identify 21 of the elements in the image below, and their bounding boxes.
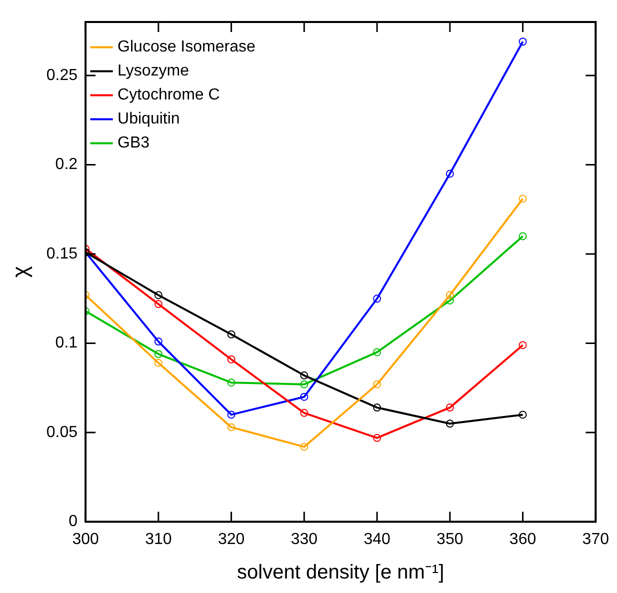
legend-label: Lysozyme <box>118 62 190 80</box>
x-tick-label: 370 <box>582 530 610 548</box>
legend-label: Cytochrome C <box>118 86 220 104</box>
y-tick-label: 0.25 <box>46 66 78 84</box>
legend-label: Glucose Isomerase <box>118 38 256 56</box>
y-axis-title: χ <box>7 266 32 278</box>
legend-label: Ubiquitin <box>118 110 180 128</box>
x-tick-label: 350 <box>436 530 464 548</box>
y-tick-label: 0.15 <box>46 245 78 262</box>
x-tick-label: 340 <box>364 530 390 548</box>
y-tick-label: 0 <box>68 513 78 530</box>
x-tick-label: 300 <box>72 530 99 548</box>
x-axis-title: solvent density [e nm⁻¹] <box>237 562 444 584</box>
y-tick-label: 0.2 <box>55 156 78 174</box>
x-tick-label: 310 <box>145 530 172 548</box>
y-tick-label: 0.1 <box>55 334 78 352</box>
x-tick-label: 320 <box>218 530 245 548</box>
x-tick-label: 330 <box>290 530 318 548</box>
legend-label: GB3 <box>118 134 150 152</box>
y-tick-label: 0.05 <box>46 424 78 441</box>
x-tick-label: 360 <box>509 530 536 548</box>
